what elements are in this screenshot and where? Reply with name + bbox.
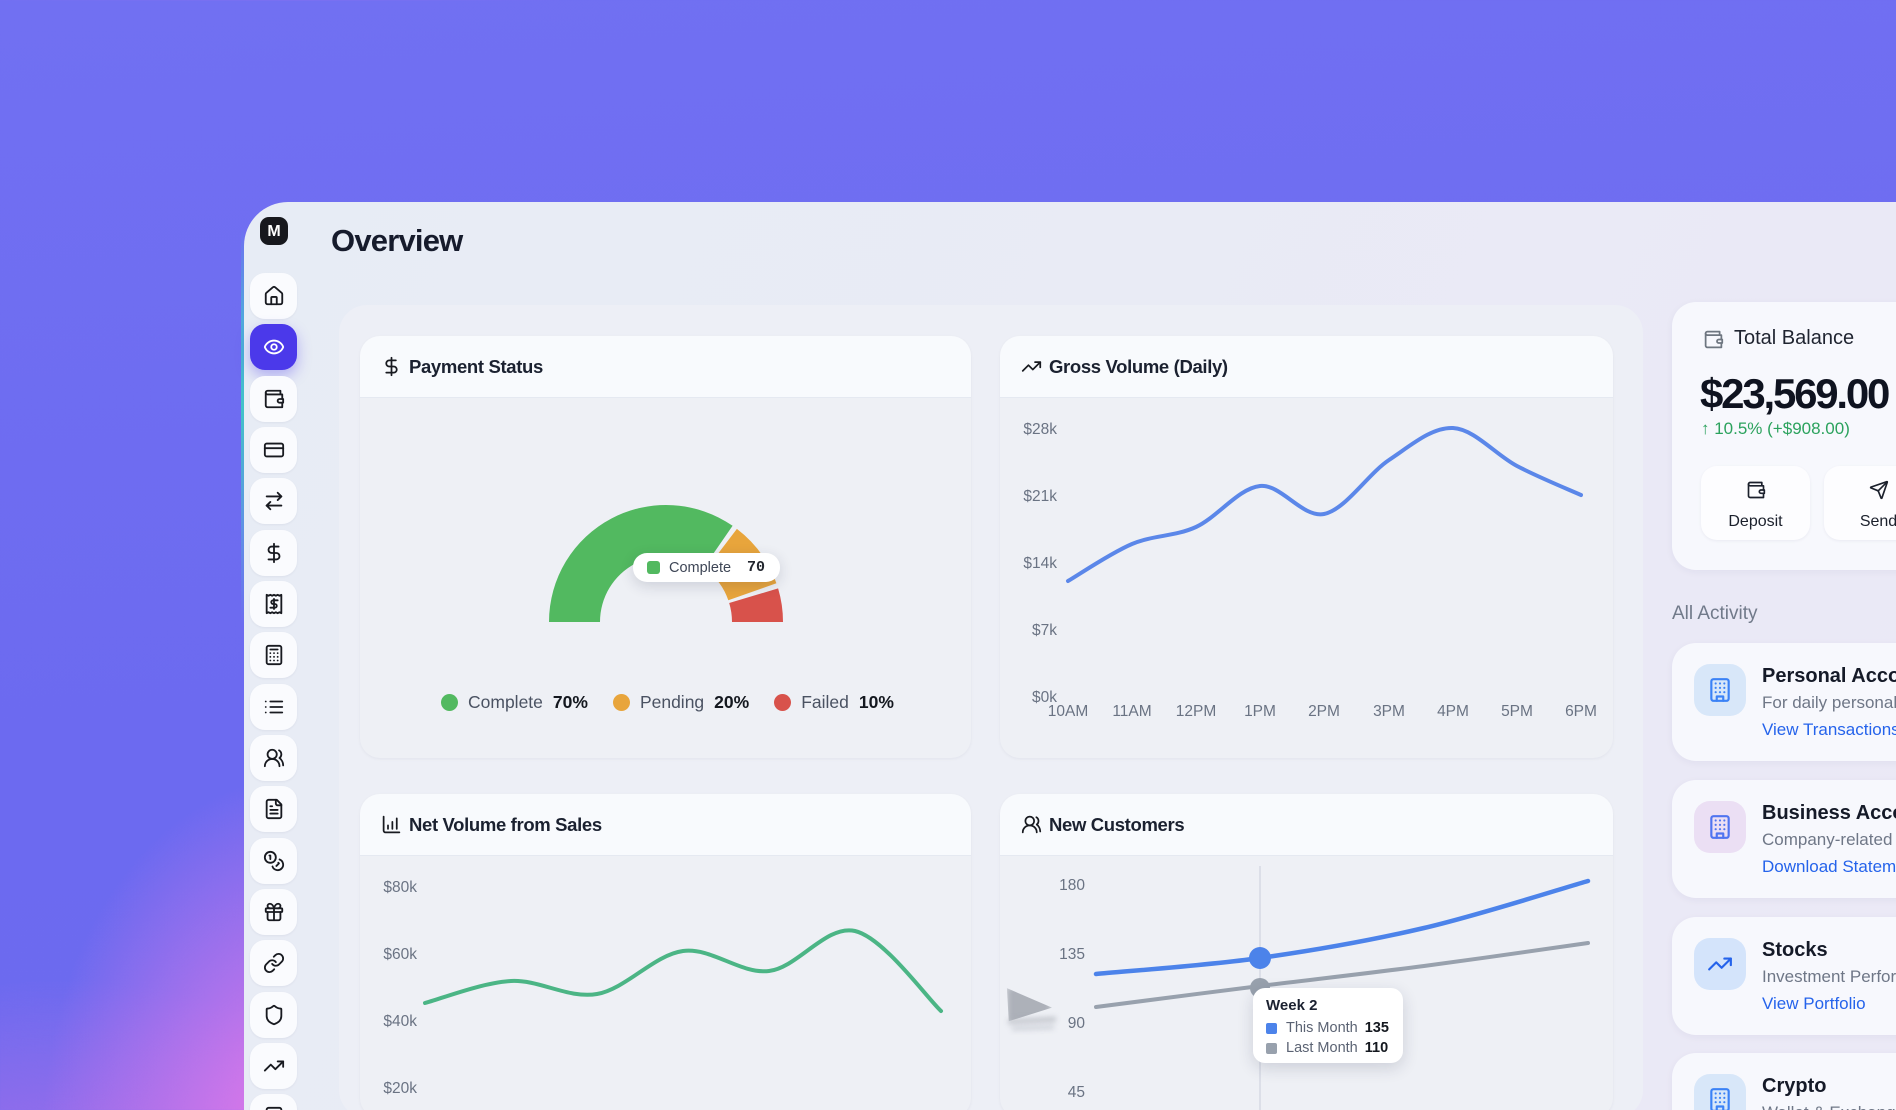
svg-text:11AM: 11AM [1112, 703, 1151, 720]
svg-text:$60k: $60k [383, 946, 417, 963]
svg-text:$80k: $80k [383, 879, 417, 896]
svg-text:45: 45 [1068, 1084, 1085, 1101]
svg-text:$40k: $40k [383, 1013, 417, 1030]
svg-text:1PM: 1PM [1244, 703, 1276, 720]
svg-text:$0k: $0k [1032, 689, 1057, 706]
svg-text:5PM: 5PM [1501, 703, 1533, 720]
svg-text:135: 135 [1059, 946, 1085, 963]
svg-text:2PM: 2PM [1308, 703, 1340, 720]
svg-text:180: 180 [1059, 877, 1085, 894]
svg-text:3PM: 3PM [1373, 703, 1405, 720]
svg-text:90: 90 [1068, 1015, 1086, 1032]
svg-text:$20k: $20k [383, 1080, 417, 1097]
svg-text:$7k: $7k [1032, 622, 1057, 639]
svg-text:12PM: 12PM [1176, 703, 1217, 720]
svg-text:4PM: 4PM [1437, 703, 1469, 720]
svg-text:10AM: 10AM [1048, 703, 1089, 720]
svg-text:$28k: $28k [1023, 421, 1057, 438]
svg-text:6PM: 6PM [1565, 703, 1597, 720]
svg-text:$21k: $21k [1023, 488, 1057, 505]
svg-text:$14k: $14k [1023, 555, 1057, 572]
